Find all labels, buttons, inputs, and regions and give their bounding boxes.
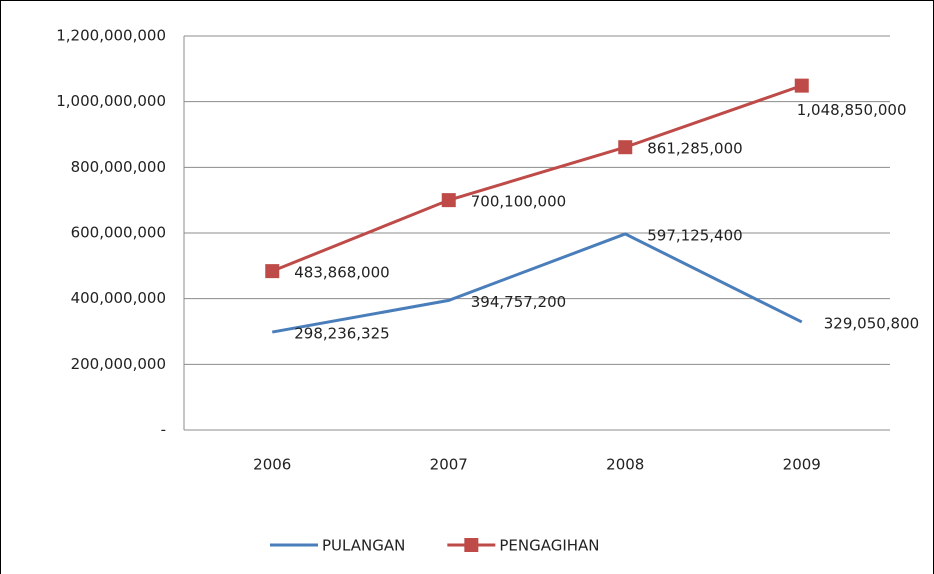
y-tick-label: 600,000,000 [71,224,166,242]
data-label: 298,236,325 [294,325,389,343]
y-tick-label: - [161,421,166,439]
y-tick-label: 200,000,000 [71,355,166,373]
legend-label: PULANGAN [322,537,405,555]
x-tick-label: 2008 [606,456,644,474]
y-tick-label: 800,000,000 [71,158,166,176]
legend-label: PENGAGIHAN [499,537,599,555]
point-marker [265,264,280,279]
data-label: 861,285,000 [647,140,742,158]
point-marker [618,140,633,155]
x-tick-label: 2007 [430,456,468,474]
point-marker [794,78,809,93]
y-tick-label: 1,000,000,000 [56,92,166,110]
data-label: 329,050,800 [824,314,919,332]
data-label: 700,100,000 [471,193,566,211]
legend-marker [464,538,479,552]
data-label: 597,125,400 [647,226,742,244]
y-tick-label: 400,000,000 [71,289,166,307]
x-tick-label: 2009 [783,456,821,474]
data-label: 1,048,850,000 [797,101,907,119]
point-marker [441,193,456,208]
x-tick-label: 2006 [253,456,291,474]
data-label: 394,757,200 [471,293,566,311]
data-label: 483,868,000 [294,264,389,282]
series-line [271,232,803,334]
y-tick-label: 1,200,000,000 [56,27,166,45]
series-line [271,84,803,273]
